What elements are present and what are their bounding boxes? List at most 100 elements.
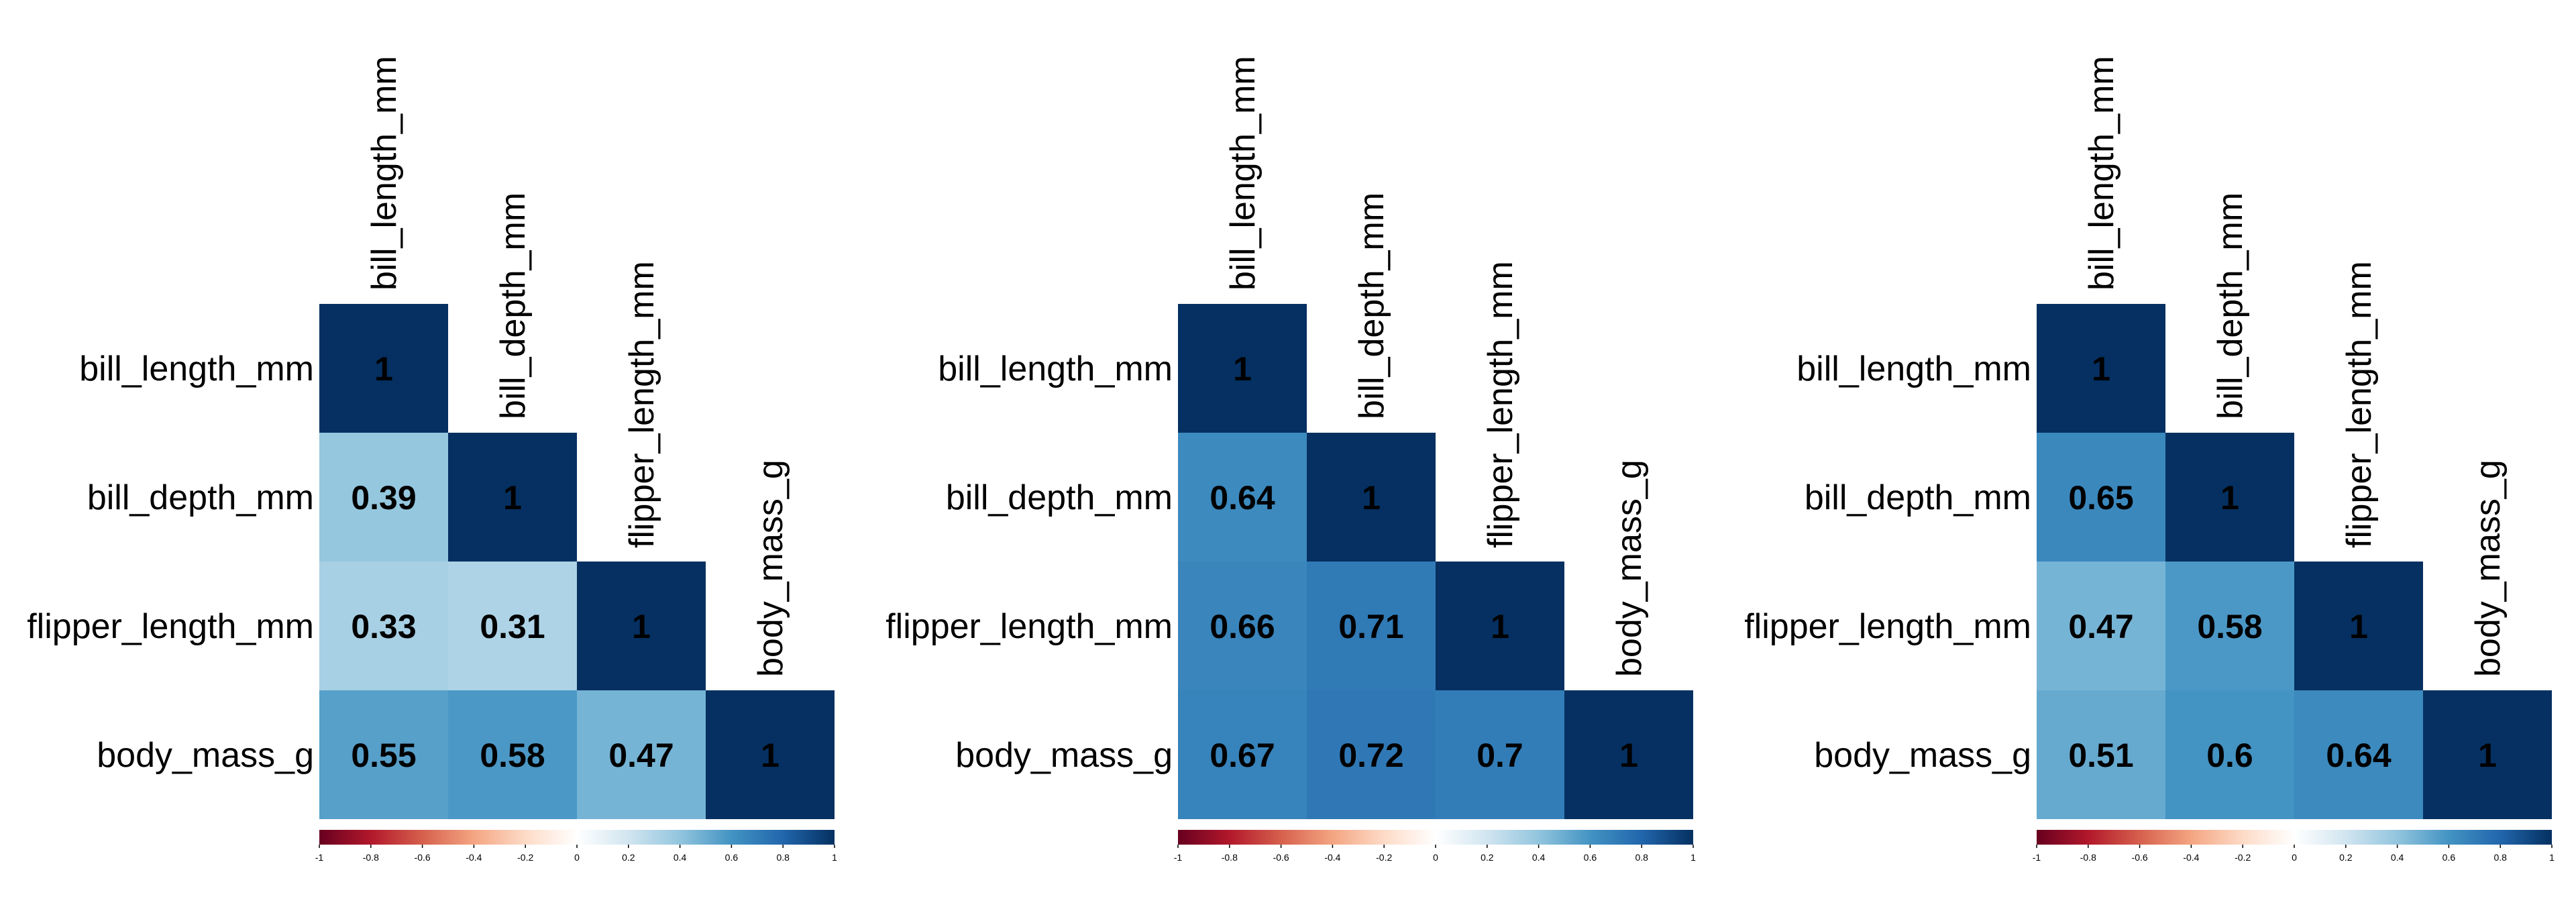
cell-flipper_length_mm-bill_depth_mm	[1307, 562, 1436, 690]
cell-value-label: 1	[1491, 608, 1509, 645]
cell-flipper_length_mm-bill_depth_mm	[448, 562, 577, 690]
cell-value-label: 1	[2349, 608, 2368, 645]
column-label: body_mass_g	[1610, 460, 1649, 677]
row-label: bill_length_mm	[1796, 350, 2031, 388]
colorbar-tick-label: 1	[2549, 852, 2555, 863]
colorbar-tick-label: 0	[574, 852, 580, 863]
cell-value-label: 0.31	[480, 608, 545, 645]
colorbar-tick-label: -1	[1174, 852, 1183, 863]
cell-value-label: 1	[1362, 479, 1381, 517]
colorbar-tick-label: -0.6	[1273, 852, 1289, 863]
cell-value-label: 0.64	[2326, 737, 2392, 774]
column-label: bill_depth_mm	[1352, 193, 1391, 419]
cell-value-label: 1	[1233, 350, 1252, 388]
cell-body_mass_g-bill_depth_mm	[2165, 690, 2294, 819]
row-label: body_mass_g	[955, 736, 1173, 775]
row-label: bill_length_mm	[79, 350, 314, 388]
row-label: body_mass_g	[1814, 736, 2031, 775]
colorbar-tick-label: -0.2	[2235, 852, 2251, 863]
colorbar-tick-label: 0.6	[1584, 852, 1597, 863]
colorbar-tick-label: -0.6	[2132, 852, 2148, 863]
colorbar-tick-label: 0.2	[1481, 852, 1494, 863]
cell-body_mass_g-bill_length_mm	[2037, 690, 2165, 819]
colorbar-tick-label: -0.8	[363, 852, 379, 863]
row-label: bill_depth_mm	[87, 478, 314, 517]
correlation-panel-1: 1 0.39 1 0.33 0.31 1 0.55 0.58 0.47 1 bill_length_…	[27, 56, 837, 863]
cell-value-label: 1	[2092, 350, 2110, 388]
colorbar-tick-label: -1	[2033, 852, 2041, 863]
cell-body_mass_g-bill_depth_mm	[448, 690, 577, 819]
colorbar-tick-label: 0.6	[2443, 852, 2456, 863]
row-label: flipper_length_mm	[1744, 607, 2031, 646]
cell-value-label: 0.58	[2197, 608, 2262, 645]
cell-value-label: 0.39	[351, 479, 416, 517]
row-label: bill_length_mm	[938, 350, 1173, 388]
cell-value-label: 0.6	[2206, 737, 2253, 774]
cell-value-label: 0.47	[2068, 608, 2133, 645]
colorbar-tick-label: -0.6	[415, 852, 431, 863]
cell-bill_depth_mm-bill_depth_mm	[2165, 433, 2294, 562]
cell-bill_length_mm-bill_length_mm	[2037, 304, 2165, 433]
cell-flipper_length_mm-flipper_length_mm	[577, 562, 706, 690]
cell-value-label: 0.64	[1210, 479, 1275, 517]
cell-body_mass_g-flipper_length_mm	[1436, 690, 1564, 819]
colorbar-tick-label: 0.4	[674, 852, 687, 863]
cell-bill_length_mm-bill_length_mm	[319, 304, 448, 433]
cell-value-label: 1	[632, 608, 651, 645]
cell-body_mass_g-body_mass_g	[706, 690, 835, 819]
cell-flipper_length_mm-bill_length_mm	[2037, 562, 2165, 690]
column-label: bill_length_mm	[2082, 56, 2121, 290]
cell-value-label: 0.47	[608, 737, 674, 774]
cell-value-label: 0.71	[1338, 608, 1403, 645]
cell-body_mass_g-bill_depth_mm	[1307, 690, 1436, 819]
cell-bill_depth_mm-bill_depth_mm	[1307, 433, 1436, 562]
cell-body_mass_g-flipper_length_mm	[577, 690, 706, 819]
row-label: flipper_length_mm	[27, 607, 314, 646]
colorbar-tick-label: 0.8	[776, 852, 790, 863]
cell-flipper_length_mm-flipper_length_mm	[1436, 562, 1564, 690]
column-label: flipper_length_mm	[623, 261, 661, 548]
cell-flipper_length_mm-flipper_length_mm	[2294, 562, 2423, 690]
cell-value-label: 0.55	[351, 737, 416, 774]
colorbar-tick-label: 1	[832, 852, 837, 863]
colorbar-tick-label: 0.4	[1532, 852, 1546, 863]
cell-value-label: 0.72	[1338, 737, 1403, 774]
column-label: bill_length_mm	[1224, 56, 1263, 290]
cell-value-label: 1	[1619, 737, 1638, 774]
colorbar-tick-label: -0.8	[1222, 852, 1238, 863]
cell-value-label: 1	[503, 479, 522, 517]
cell-value-label: 0.65	[2068, 479, 2133, 517]
colorbar-tick-label: -1	[315, 852, 324, 863]
colorbar-tick-label: -0.2	[1376, 852, 1392, 863]
colorbar	[319, 830, 835, 845]
colorbar-tick-label: 1	[1690, 852, 1696, 863]
cell-flipper_length_mm-bill_length_mm	[1178, 562, 1307, 690]
colorbar-tick-label: 0.4	[2391, 852, 2404, 863]
column-label: body_mass_g	[2469, 460, 2508, 677]
cell-value-label: 0.33	[351, 608, 416, 645]
cell-value-label: 1	[2478, 737, 2497, 774]
colorbar-tick-label: 0	[2292, 852, 2297, 863]
column-label: flipper_length_mm	[2340, 261, 2379, 548]
colorbar	[2037, 830, 2552, 845]
column-label: bill_depth_mm	[2211, 193, 2250, 419]
correlation-panel-3: 1 0.65 1 0.47 0.58 1 0.51 0.6 0.64 1 bill_length_m…	[1744, 56, 2555, 863]
column-label: body_mass_g	[751, 460, 790, 677]
cell-value-label: 0.66	[1210, 608, 1275, 645]
cell-body_mass_g-body_mass_g	[2423, 690, 2552, 819]
cell-bill_depth_mm-bill_length_mm	[319, 433, 448, 562]
cell-flipper_length_mm-bill_depth_mm	[2165, 562, 2294, 690]
cell-value-label: 0.7	[1477, 737, 1523, 774]
colorbar-tick-label: -0.4	[1324, 852, 1340, 863]
cell-value-label: 0.58	[480, 737, 545, 774]
colorbar-tick-label: 0.8	[1635, 852, 1648, 863]
cell-value-label: 1	[2220, 479, 2239, 517]
colorbar-tick-label: 0.2	[622, 852, 635, 863]
row-label: body_mass_g	[97, 736, 314, 775]
cell-bill_depth_mm-bill_length_mm	[2037, 433, 2165, 562]
colorbar-tick-label: -0.8	[2080, 852, 2096, 863]
row-label: bill_depth_mm	[1805, 478, 2031, 517]
row-label: flipper_length_mm	[885, 607, 1173, 646]
cell-value-label: 0.67	[1210, 737, 1275, 774]
